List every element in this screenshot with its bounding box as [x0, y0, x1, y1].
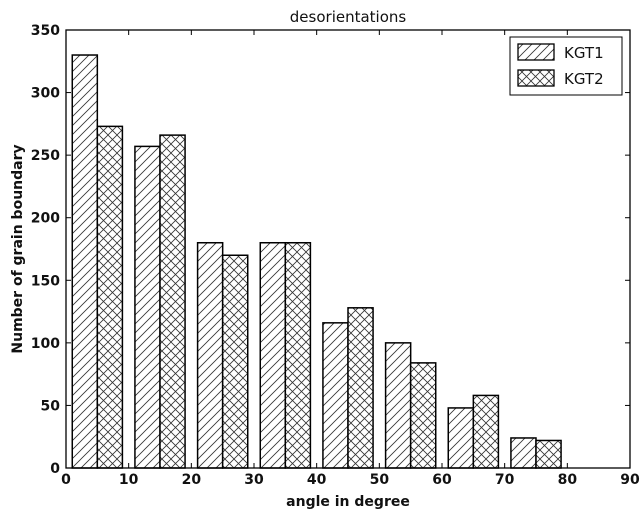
- x-tick-label-40: 40: [307, 472, 327, 488]
- plot-frame: [65, 29, 631, 469]
- x-tick-label-50: 50: [370, 472, 390, 488]
- y-tick-label-250: 250: [31, 148, 60, 164]
- y-tick-label-0: 0: [50, 461, 60, 477]
- bar-kgt2-70: [535, 439, 562, 469]
- y-tick-label-50: 50: [41, 398, 61, 414]
- bar-kgt1-40: [322, 322, 349, 469]
- bar-kgt1-20: [196, 241, 224, 469]
- bars-group: [71, 54, 562, 469]
- legend-swatch-kgt2: [517, 69, 555, 87]
- y-tick-label-200: 200: [31, 211, 60, 227]
- bar-kgt2-10: [159, 134, 186, 469]
- bar-kgt2-30: [284, 241, 312, 469]
- legend-label-kgt1: KGT1: [564, 44, 604, 62]
- x-tick-label-30: 30: [244, 472, 264, 488]
- bar-kgt1-70: [510, 437, 537, 469]
- x-tick-label-60: 60: [432, 472, 452, 488]
- x-tick-label-10: 10: [119, 472, 139, 488]
- legend-swatch-kgt1: [517, 43, 555, 61]
- bar-kgt1-30: [259, 241, 287, 469]
- bar-kgt2-50: [409, 362, 437, 469]
- x-tick-label-90: 90: [620, 472, 640, 488]
- bar-kgt1-50: [384, 342, 412, 469]
- bar-kgt1-10: [134, 145, 161, 469]
- legend-label-kgt2: KGT2: [564, 70, 604, 88]
- axis-ticks: 0 10 20 30 40 50 60 70 80 90 0 50 100 150 200 250 300 350: [31, 23, 640, 488]
- x-tick-label-80: 80: [558, 472, 578, 488]
- x-tick-label-0: 0: [61, 472, 71, 488]
- bar-kgt1-60: [447, 407, 475, 469]
- bar-kgt2-20: [221, 254, 249, 469]
- bar-kgt1-0: [71, 54, 99, 469]
- x-tick-label-70: 70: [495, 472, 515, 488]
- y-axis-label: Number of grain boundary: [10, 144, 26, 353]
- y-tick-label-150: 150: [31, 273, 60, 289]
- bar-kgt2-40: [347, 307, 374, 469]
- bar-kgt2-60: [472, 394, 500, 469]
- legend: KGT1 KGT2: [509, 36, 623, 96]
- x-axis-label: angle in degree: [286, 494, 410, 510]
- x-tick-label-20: 20: [182, 472, 202, 488]
- chart-title: desorientations: [290, 8, 407, 26]
- y-tick-label-350: 350: [31, 23, 60, 39]
- bar-kgt2-0: [96, 125, 124, 469]
- y-tick-label-100: 100: [31, 336, 60, 352]
- y-tick-label-300: 300: [31, 86, 60, 102]
